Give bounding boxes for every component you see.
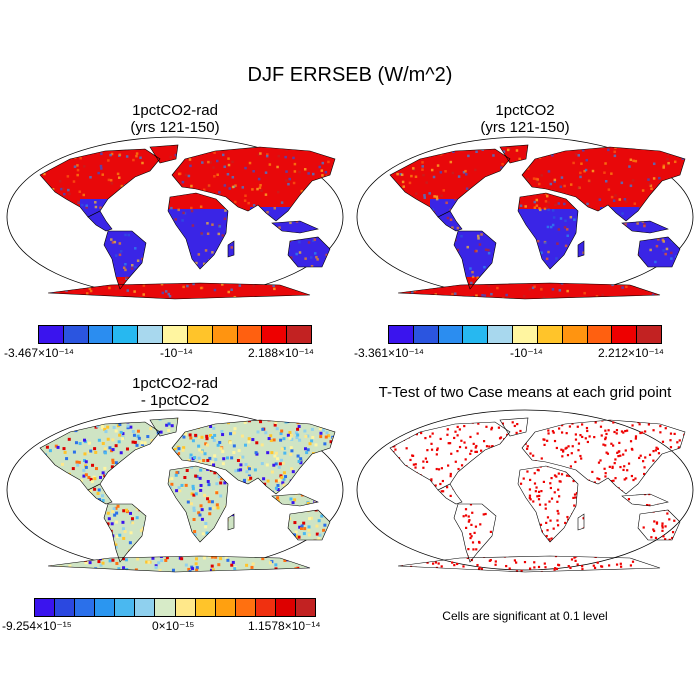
- colorbar-swatch: [587, 326, 613, 343]
- panel3-title: 1pctCO2-rad - 1pctCO2: [60, 375, 290, 409]
- colorbar-1-min: -3.467×10⁻¹⁴: [4, 346, 74, 360]
- colorbar-swatch: [35, 599, 56, 616]
- colorbar-3-min: -9.254×10⁻¹⁵: [2, 619, 72, 633]
- panel1-title-line2: (yrs 121-150): [130, 119, 220, 136]
- map-1pctco2-rad: [6, 136, 344, 300]
- colorbar-swatch: [537, 326, 563, 343]
- panel2-title: 1pctCO2 (yrs 121-150): [410, 102, 640, 136]
- colorbar-swatch: [135, 599, 156, 616]
- significance-note: Cells are significant at 0.1 level: [442, 609, 608, 623]
- colorbar-swatch: [275, 599, 297, 616]
- map-difference: [6, 409, 344, 573]
- colorbar-3: [34, 598, 316, 617]
- colorbar-swatch: [262, 326, 288, 343]
- colorbar-swatch: [212, 326, 238, 343]
- colorbar-swatch: [562, 326, 588, 343]
- colorbar-swatch: [75, 599, 96, 616]
- colorbar-swatch: [637, 326, 661, 343]
- map-1pctco2: [356, 136, 694, 300]
- colorbar-1: [38, 325, 312, 344]
- colorbar-swatch: [88, 326, 114, 343]
- panel3-title-line2: - 1pctCO2: [140, 392, 210, 409]
- map-ttest: [356, 409, 694, 573]
- figure-title: DJF ERRSEB (W/m^2): [247, 64, 453, 86]
- colorbar-swatch: [612, 326, 638, 343]
- colorbar-swatch: [438, 326, 464, 343]
- colorbar-swatch: [175, 599, 196, 616]
- colorbar-3-mid: 0×10⁻¹⁵: [152, 619, 195, 633]
- colorbar-swatch: [215, 599, 236, 616]
- colorbar-swatch: [195, 599, 216, 616]
- panel4-title: T-Test of two Case means at each grid po…: [378, 384, 672, 401]
- colorbar-swatch: [187, 326, 213, 343]
- colorbar-swatch: [63, 326, 89, 343]
- colorbar-swatch: [113, 326, 139, 343]
- colorbar-swatch: [255, 599, 276, 616]
- colorbar-2-min: -3.361×10⁻¹⁴: [354, 346, 424, 360]
- panel2-title-line2: (yrs 121-150): [480, 119, 570, 136]
- colorbar-swatch: [488, 326, 514, 343]
- colorbar-swatch: [155, 599, 176, 616]
- colorbar-swatch: [115, 599, 136, 616]
- panel3-title-line1: 1pctCO2-rad: [132, 375, 218, 392]
- colorbar-swatch: [163, 326, 188, 343]
- colorbar-swatch: [235, 599, 256, 616]
- colorbar-2-max: 2.212×10⁻¹⁴: [598, 346, 664, 360]
- panel1-title: 1pctCO2-rad (yrs 121-150): [60, 102, 290, 136]
- map-border: [356, 409, 694, 571]
- colorbar-2: [388, 325, 662, 344]
- colorbar-swatch: [39, 326, 64, 343]
- colorbar-swatch: [237, 326, 263, 343]
- colorbar-swatch: [138, 326, 164, 343]
- panel2-title-line1: 1pctCO2: [495, 102, 555, 119]
- colorbar-1-max: 2.188×10⁻¹⁴: [248, 346, 314, 360]
- colorbar-swatch: [513, 326, 538, 343]
- colorbar-2-mid: -10⁻¹⁴: [510, 346, 543, 360]
- panel1-title-line1: 1pctCO2-rad: [132, 102, 218, 119]
- colorbar-swatch: [413, 326, 439, 343]
- colorbar-swatch: [296, 599, 316, 616]
- colorbar-swatch: [95, 599, 116, 616]
- colorbar-swatch: [463, 326, 489, 343]
- colorbar-swatch: [55, 599, 76, 616]
- colorbar-swatch: [287, 326, 311, 343]
- colorbar-swatch: [389, 326, 414, 343]
- colorbar-3-max: 1.1578×10⁻¹⁴: [248, 619, 321, 633]
- colorbar-1-mid: -10⁻¹⁴: [160, 346, 193, 360]
